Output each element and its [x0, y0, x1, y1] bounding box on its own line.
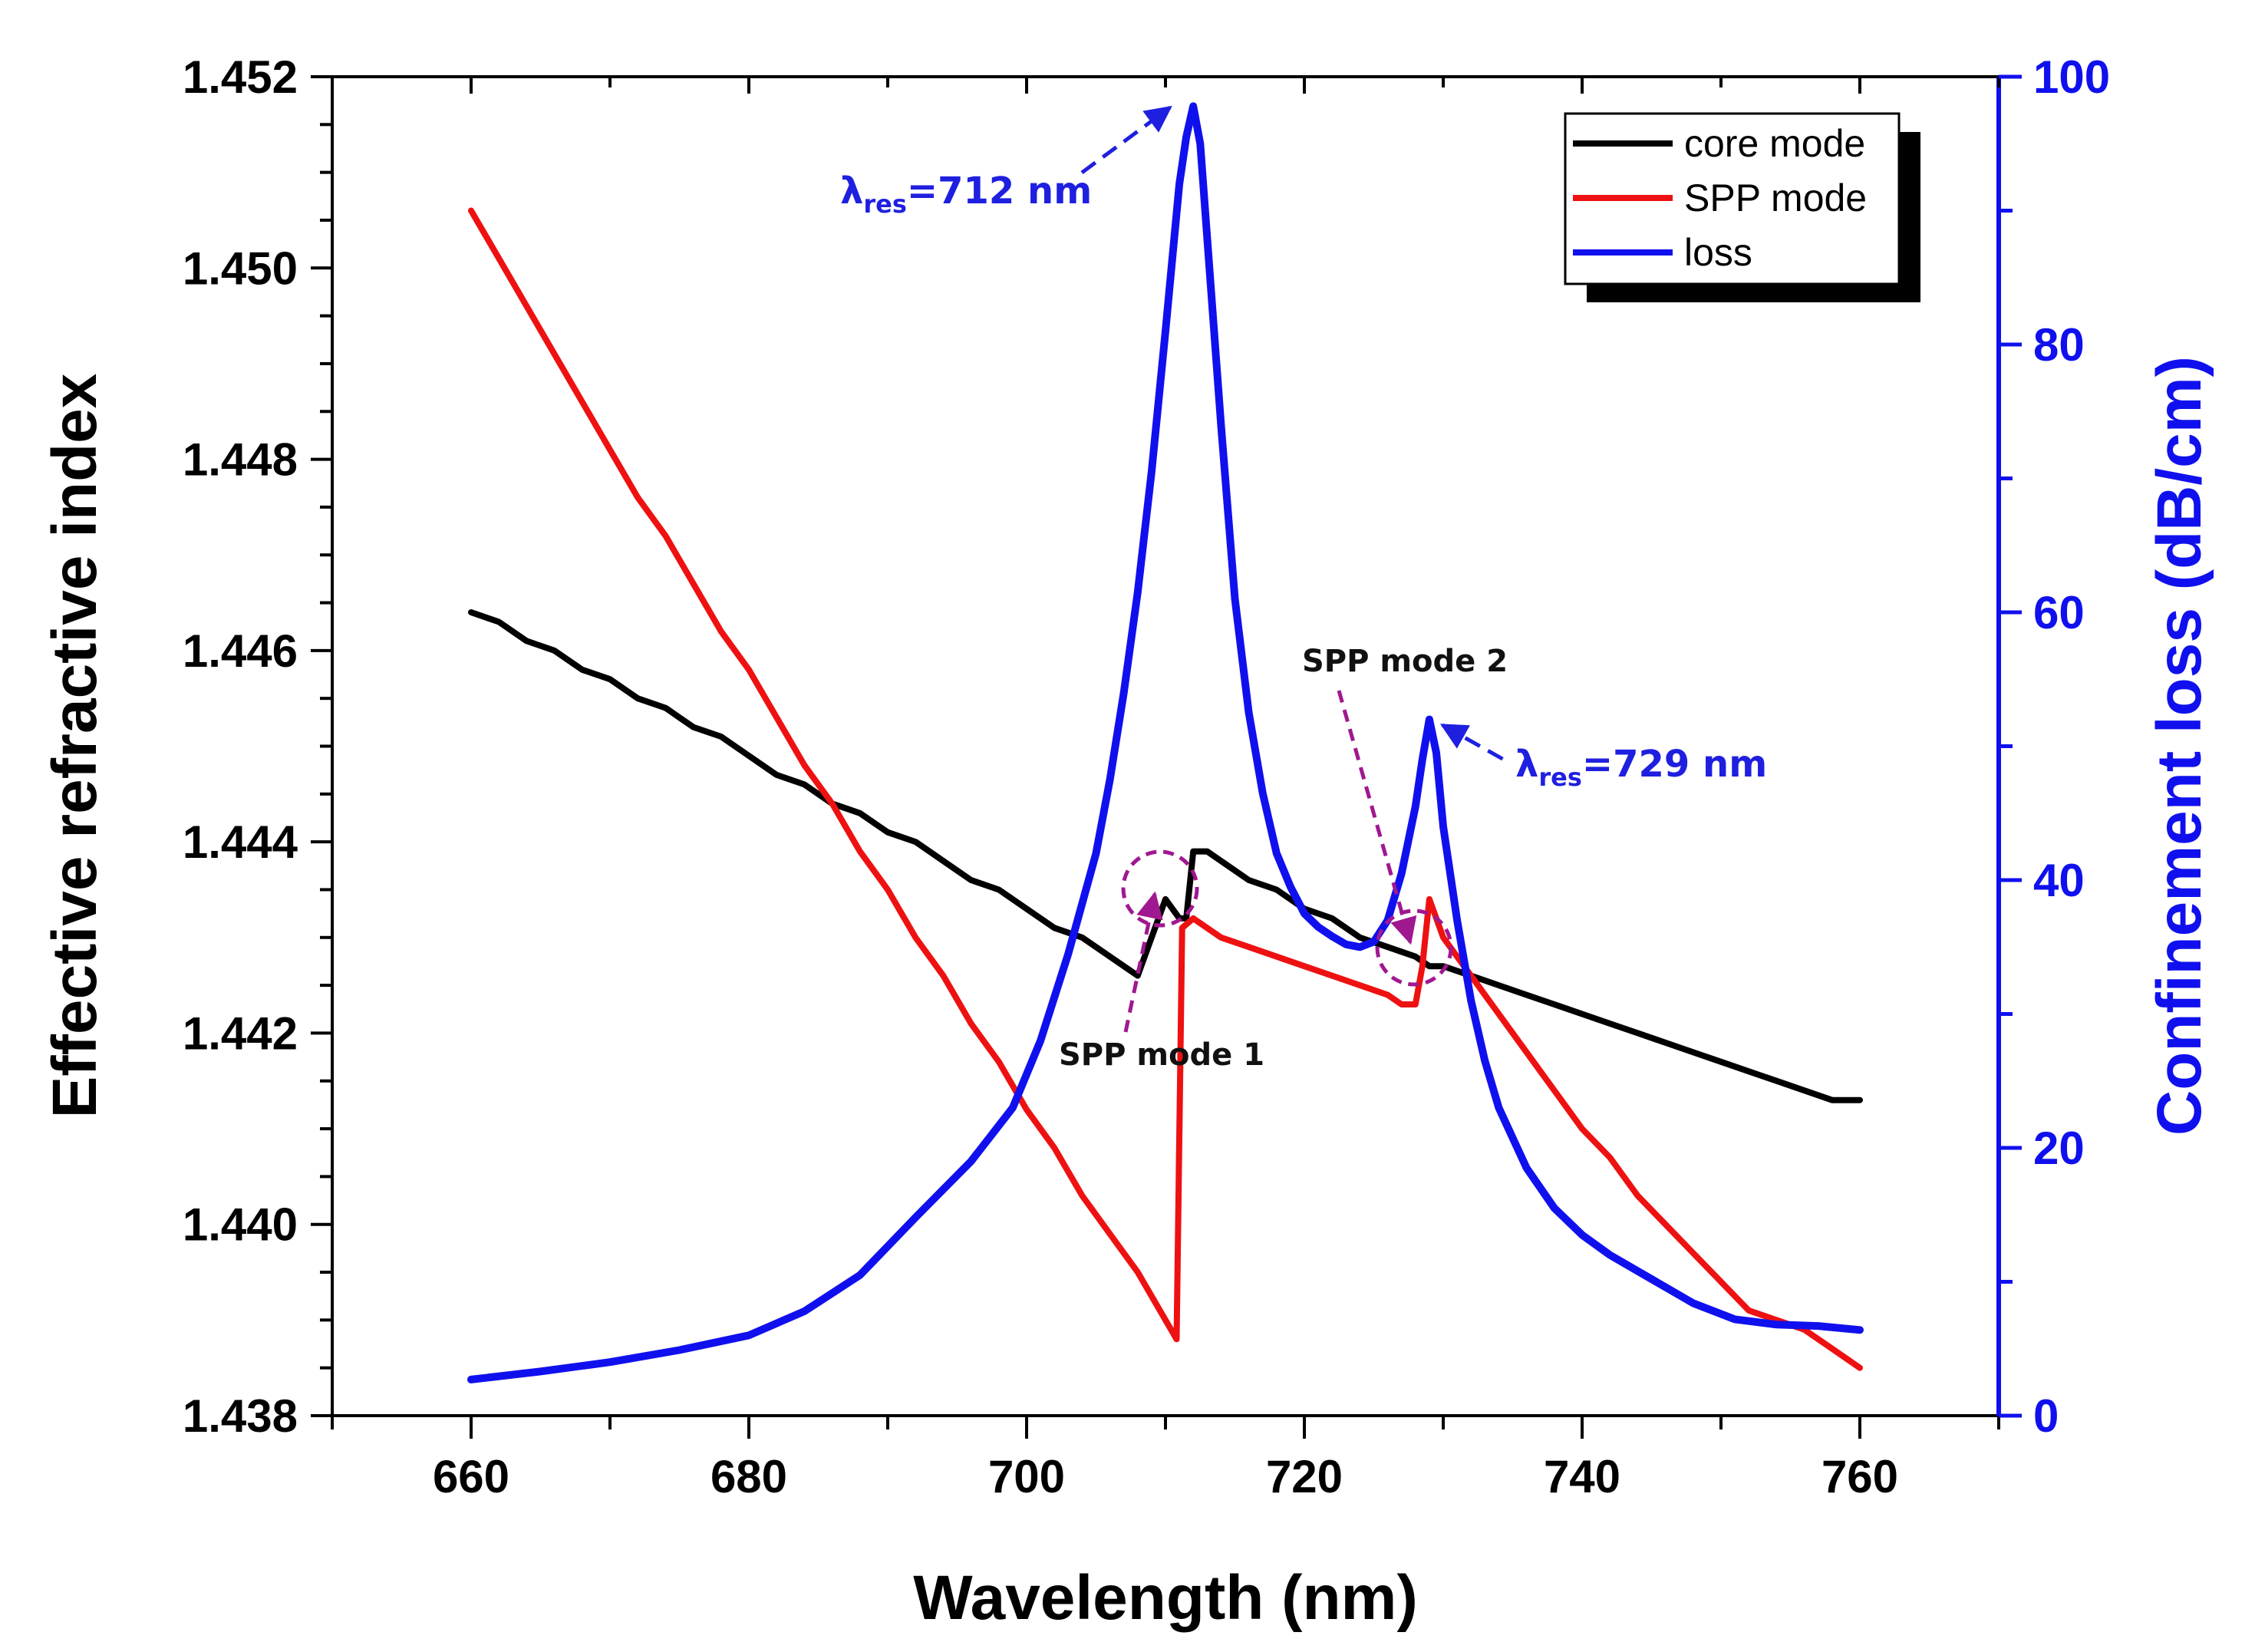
- y-left-tick-label: 1.442: [183, 1007, 298, 1059]
- x-tick-label: 740: [1544, 1451, 1620, 1502]
- legend-label-loss: loss: [1684, 231, 1752, 274]
- arrow-spp-mode-1: [1123, 891, 1163, 1033]
- circle-spp-mode-1: [1121, 849, 1199, 928]
- legend-label-core: core mode: [1684, 122, 1865, 165]
- arrow-spp-mode-2: [1337, 690, 1417, 945]
- x-tick-label: 660: [433, 1451, 509, 1502]
- y-right-tick-label: 0: [2033, 1390, 2059, 1442]
- y-right-tick-label: 20: [2033, 1123, 2085, 1174]
- y-axis-right-title: Confinement loss (dB/cm): [2145, 356, 2214, 1136]
- y-right-tick-label: 80: [2033, 319, 2085, 371]
- y-axis-left-title: Effective refractive index: [40, 374, 110, 1119]
- legend-label-spp: SPP mode: [1684, 176, 1867, 219]
- annotation-spp-mode-2: SPP mode 2: [1302, 644, 1508, 679]
- y-left-tick-label: 1.452: [183, 51, 298, 103]
- x-tick-label: 760: [1821, 1451, 1898, 1502]
- legend: core mode SPP mode loss: [1564, 112, 1920, 302]
- y-right-tick-label: 60: [2033, 587, 2085, 638]
- y-right-ticks: 0 20 40 60 80 100: [1999, 51, 2110, 1442]
- x-tick-label: 720: [1266, 1451, 1343, 1502]
- circle-spp-mode-2: [1375, 908, 1453, 987]
- y-right-tick-label: 100: [2033, 51, 2110, 103]
- series-line-spp-mode: [468, 207, 1863, 1371]
- annotation-spp-mode-1: SPP mode 1: [1059, 1037, 1264, 1073]
- y-left-ticks: 1.438 1.440 1.442 1.444 1.446 1.448 1.450 1.452: [183, 51, 332, 1442]
- series-line-core-mode: [468, 609, 1863, 1103]
- series-group: [467, 102, 1864, 1383]
- y-right-tick-label: 40: [2033, 855, 2085, 906]
- y-left-tick-label: 1.450: [183, 242, 298, 294]
- x-ticks: 660 680 700 720 740 760: [331, 77, 2000, 1502]
- y-left-tick-label: 1.444: [183, 816, 298, 868]
- x-tick-label: 680: [710, 1451, 787, 1502]
- y-left-tick-label: 1.448: [183, 434, 298, 486]
- y-left-tick-label: 1.438: [183, 1390, 298, 1442]
- y-left-tick-label: 1.440: [183, 1199, 298, 1251]
- annotation-lambda-712: λres=712 nm: [840, 170, 1092, 219]
- y-left-tick-label: 1.446: [183, 625, 298, 677]
- annotation-lambda-729: λres=729 nm: [1515, 743, 1767, 792]
- annotation-marks: [1080, 105, 1505, 1033]
- x-tick-label: 700: [988, 1451, 1065, 1502]
- arrow-729: [1439, 723, 1505, 762]
- series-line-loss: [467, 102, 1864, 1383]
- arrow-712: [1080, 105, 1172, 175]
- x-axis-title: Wavelength (nm): [913, 1563, 1418, 1633]
